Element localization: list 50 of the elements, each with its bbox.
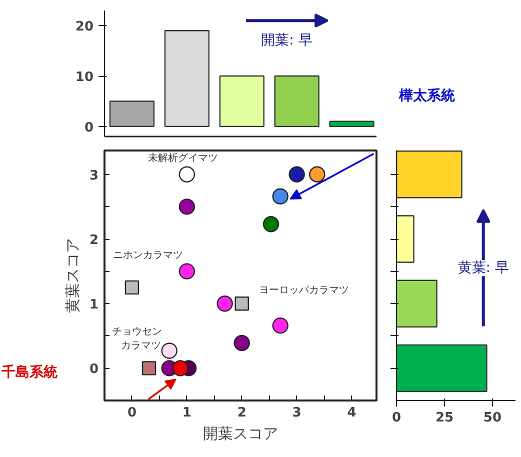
point	[272, 188, 288, 204]
bar	[164, 30, 210, 128]
annotation: ヨーロッパカラマツ	[258, 285, 349, 296]
point	[172, 360, 188, 376]
point	[178, 263, 196, 280]
y-tick-label: 1	[89, 298, 98, 313]
text: 樺太系統	[398, 88, 456, 104]
y-axis-title: 黄葉スコア	[63, 238, 82, 313]
point	[288, 166, 305, 182]
x-tick-label: 2	[237, 406, 246, 420]
x-tick-label: 4	[347, 406, 356, 420]
annotation: カラマツ	[121, 340, 162, 352]
x-tick-label: 1	[182, 406, 192, 420]
y-tick-label: 20	[75, 20, 94, 35]
point	[124, 280, 140, 295]
text: 千島系統	[0, 364, 58, 380]
x-axis-title: 開葉スコア	[203, 424, 278, 442]
point	[234, 334, 250, 352]
y-tick-label: 0	[84, 120, 94, 136]
annotation: 黄葉: 早	[458, 260, 509, 276]
x-tick-label: 0	[127, 406, 136, 420]
point	[234, 296, 249, 311]
bar	[396, 215, 414, 263]
y-tick-label: 0	[89, 362, 98, 378]
x-tick-label: 25	[435, 410, 454, 426]
bar	[274, 75, 320, 128]
annotation: チョウセン	[112, 326, 162, 338]
point	[178, 166, 196, 182]
x-tick-label: 50	[483, 410, 502, 426]
point	[216, 296, 233, 312]
point	[178, 198, 196, 215]
annotation: 開葉: 早	[261, 32, 312, 49]
point	[309, 166, 326, 182]
annotation: 未解析グイマツ	[148, 152, 218, 164]
y-tick-label: 10	[75, 70, 94, 86]
bar	[396, 150, 462, 198]
annotation: ニホンカラマツ	[112, 250, 183, 261]
x-tick-label: 3	[292, 406, 302, 420]
bar	[396, 344, 488, 392]
bar	[329, 120, 374, 128]
point	[161, 342, 178, 359]
y-tick-label: 3	[89, 168, 98, 184]
x-tick-label: 0	[392, 410, 402, 426]
point	[262, 216, 280, 232]
bar	[396, 280, 438, 328]
bar	[219, 75, 264, 128]
y-tick-label: 2	[89, 233, 98, 248]
point	[142, 361, 156, 376]
point	[272, 317, 288, 334]
bar	[109, 100, 155, 128]
